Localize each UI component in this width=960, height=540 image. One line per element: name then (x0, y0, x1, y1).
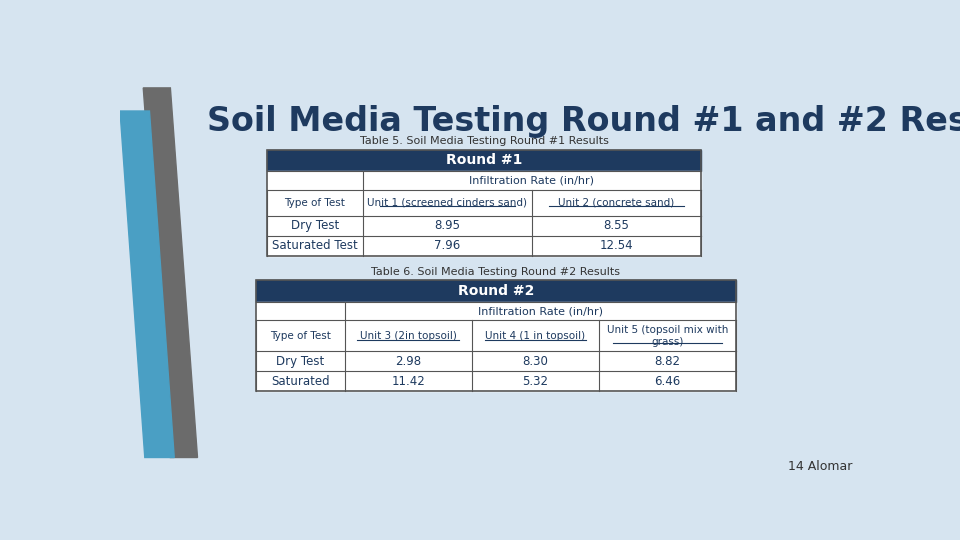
Text: Unit 1 (screened cinders sand): Unit 1 (screened cinders sand) (368, 198, 527, 207)
Text: 8.82: 8.82 (655, 355, 681, 368)
Bar (363, 171, 701, 190)
Text: Infiltration Rate (in/hr): Infiltration Rate (in/hr) (469, 176, 594, 185)
Text: Table 5. Soil Media Testing Round #1 Results: Table 5. Soil Media Testing Round #1 Res… (360, 136, 609, 146)
Bar (345, 320, 472, 351)
Bar (345, 351, 472, 372)
Text: Unit 3 (2in topsoil): Unit 3 (2in topsoil) (360, 331, 457, 341)
Text: 11.42: 11.42 (392, 375, 425, 388)
Bar (472, 351, 599, 372)
Text: 7.96: 7.96 (434, 239, 461, 252)
Bar (345, 302, 736, 320)
Text: 6.46: 6.46 (655, 375, 681, 388)
Text: 5.32: 5.32 (522, 375, 548, 388)
Polygon shape (143, 88, 198, 457)
Text: 8.30: 8.30 (522, 355, 548, 368)
Bar (599, 351, 736, 372)
Bar (267, 171, 363, 190)
Text: Dry Test: Dry Test (291, 219, 339, 232)
Bar (255, 280, 736, 302)
Text: Soil Media Testing Round #1 and #2 Results: Soil Media Testing Round #1 and #2 Resul… (206, 105, 960, 138)
Text: 12.54: 12.54 (600, 239, 634, 252)
Bar (532, 190, 701, 215)
Text: Saturated: Saturated (271, 375, 329, 388)
Polygon shape (120, 111, 175, 457)
Text: 8.95: 8.95 (434, 219, 461, 232)
Text: 14 Alomar: 14 Alomar (788, 460, 852, 473)
Bar (599, 320, 736, 351)
Text: Table 6. Soil Media Testing Round #2 Results: Table 6. Soil Media Testing Round #2 Res… (372, 267, 620, 276)
Text: Dry Test: Dry Test (276, 355, 324, 368)
Bar (363, 190, 532, 215)
Bar (255, 351, 345, 372)
Bar (255, 302, 345, 320)
Bar (255, 280, 736, 392)
Text: Round #1: Round #1 (446, 153, 522, 167)
Bar (532, 215, 701, 236)
Bar (255, 372, 345, 392)
Text: Saturated Test: Saturated Test (272, 239, 358, 252)
Bar (599, 372, 736, 392)
Text: Infiltration Rate (in/hr): Infiltration Rate (in/hr) (478, 306, 603, 316)
Bar (472, 320, 599, 351)
Text: Unit 5 (topsoil mix with
grass): Unit 5 (topsoil mix with grass) (607, 325, 729, 347)
Text: 8.55: 8.55 (604, 219, 630, 232)
Text: Unit 2 (concrete sand): Unit 2 (concrete sand) (559, 198, 675, 207)
Bar (267, 150, 701, 171)
Bar (255, 320, 345, 351)
Text: Round #2: Round #2 (458, 284, 534, 298)
Bar (363, 236, 532, 256)
Bar (472, 372, 599, 392)
Text: Unit 4 (1 in topsoil): Unit 4 (1 in topsoil) (486, 331, 586, 341)
Text: Type of Test: Type of Test (270, 331, 330, 341)
Bar (363, 215, 532, 236)
Text: 2.98: 2.98 (396, 355, 421, 368)
Bar (267, 215, 363, 236)
Bar (267, 236, 363, 256)
Bar (267, 150, 701, 256)
Bar (345, 372, 472, 392)
Text: Type of Test: Type of Test (284, 198, 346, 207)
Bar (267, 190, 363, 215)
Bar (532, 236, 701, 256)
